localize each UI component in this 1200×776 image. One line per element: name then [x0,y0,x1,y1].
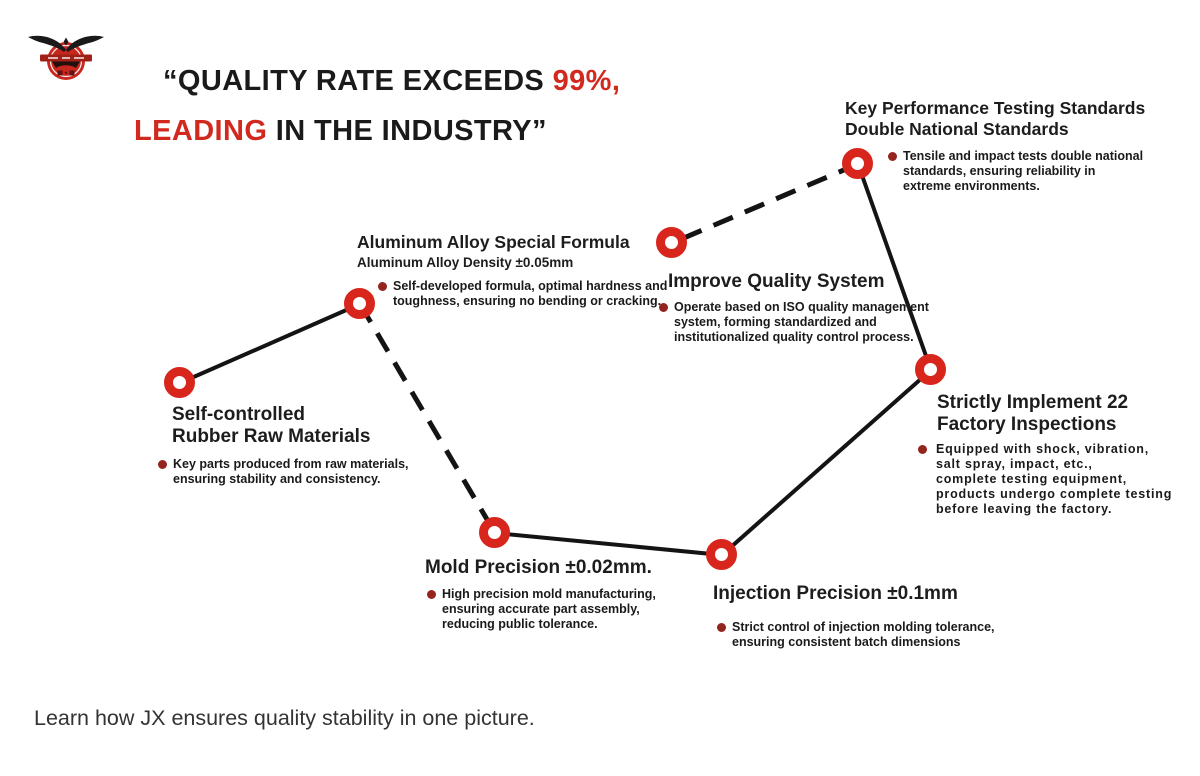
section-mold-precision: Mold Precision ±0.02mm. High precision m… [425,557,656,632]
path-line-testing-quality [671,161,859,246]
section-description: Self-developed formula, optimal hardness… [378,279,667,309]
node-aluminum-alloy [344,288,375,319]
logo-banner-text-mark [62,57,70,59]
section-title: Mold Precision ±0.02mm. [425,557,652,578]
jx-eagle-logo [28,35,104,80]
section-description-text: Operate based on ISO quality management … [674,300,929,344]
section-title: Improve Quality System [668,271,885,292]
logo-banner-text-mark [48,57,58,59]
path-line-aluminum-mold [357,302,498,535]
section-description: Strict control of injection molding tole… [717,620,995,650]
node-rubber-raw-materials [164,367,195,398]
logo-banner-text-mark [74,57,84,59]
section-title: Injection Precision ±0.1mm [713,583,958,604]
path-line-inspections-testing [856,163,933,371]
page-title: “QUALITY RATE EXCEEDS 99%, LEADING IN TH… [134,56,620,156]
section-description-text: Tensile and impact tests double national… [903,149,1144,193]
section-description-text: High precision mold manufacturing, ensur… [442,587,656,631]
page-title-line2: LEADING IN THE INDUSTRY” [134,106,620,156]
title-text-red: 99%, [552,65,621,97]
node-factory-inspections [915,354,946,385]
section-title: Strictly Implement 22 Factory Inspection… [937,392,1129,435]
section-subtitle: Aluminum Alloy Density ±0.05mm [357,255,574,270]
logo-right-wing-icon [66,35,104,52]
section-title: Key Performance Testing Standards Double… [845,98,1146,139]
section-description-text: Equipped with shock, vibration, salt spr… [936,442,1173,516]
path-line-rubber-aluminum [179,302,361,385]
section-testing-standards: Key Performance Testing Standards Double… [845,98,1145,194]
section-factory-inspections: Strictly Implement 22 Factory Inspection… [918,392,1172,517]
section-description: High precision mold manufacturing, ensur… [427,587,656,632]
bullet-dot-icon [659,303,668,312]
bullet-dot-icon [158,460,167,469]
node-mold-precision [479,517,510,548]
node-quality-system [656,227,687,258]
section-title: Aluminum Alloy Special Formula [357,232,630,252]
title-text-red: LEADING [134,115,268,147]
bullet-dot-icon [717,623,726,632]
path-line-injection-inspections [720,368,933,557]
bullet-dot-icon [378,282,387,291]
page-title-line1: “QUALITY RATE EXCEEDS 99%, [134,56,620,106]
section-aluminum-alloy: Aluminum Alloy Special Formula Aluminum … [357,232,667,309]
footer-caption: Learn how JX ensures quality stability i… [34,706,535,730]
bullet-dot-icon [888,152,897,161]
node-testing-standards [842,148,873,179]
section-description-text: Key parts produced from raw materials, e… [173,457,409,486]
section-quality-system: Improve Quality System Operate based on … [659,271,929,345]
logo-head-icon [63,37,69,46]
section-description: Tensile and impact tests double national… [888,149,1145,194]
section-description: Equipped with shock, vibration, salt spr… [918,442,1172,517]
section-description: Key parts produced from raw materials, e… [158,457,409,487]
title-text-black: “QUALITY RATE EXCEEDS [163,65,553,97]
section-rubber-raw-materials: Self-controlled Rubber Raw Materials Key… [158,404,409,487]
logo-glyph-dot [64,71,68,74]
logo-body-icon [52,61,80,68]
logo-glyph-mark [69,70,75,76]
logo-left-wing-icon [28,35,66,52]
section-title: Self-controlled Rubber Raw Materials [172,404,371,447]
section-description-text: Strict control of injection molding tole… [732,620,995,649]
node-injection-precision [706,539,737,570]
title-text-black: IN THE INDUSTRY” [267,115,547,147]
bullet-dot-icon [427,590,436,599]
path-line-mold-injection [494,531,723,557]
section-description: Operate based on ISO quality management … [659,300,929,345]
section-injection-precision: Injection Precision ±0.1mm Strict contro… [713,583,995,650]
bullet-dot-icon [918,445,927,454]
logo-glyph-mark [57,70,63,76]
section-description-text: Self-developed formula, optimal hardness… [393,279,668,308]
